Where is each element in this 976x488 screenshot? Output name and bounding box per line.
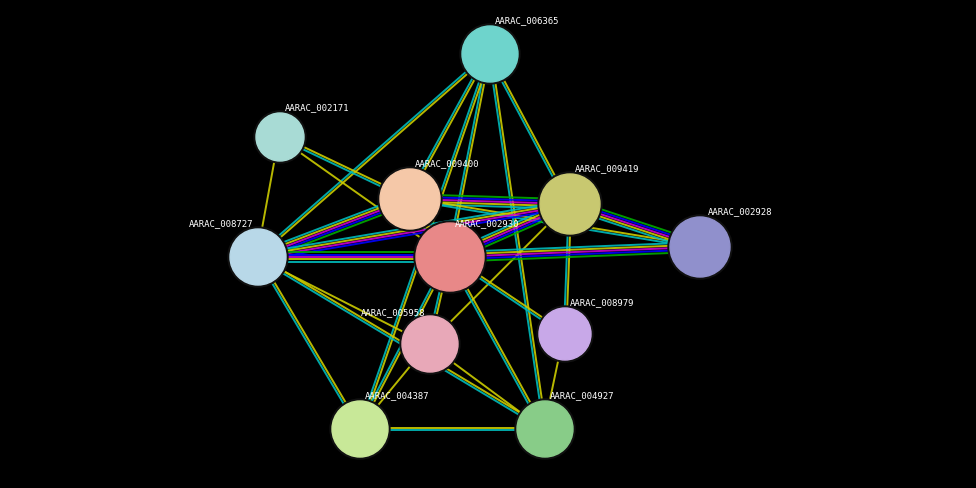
Circle shape bbox=[230, 229, 286, 285]
Circle shape bbox=[540, 175, 600, 235]
Circle shape bbox=[330, 399, 390, 459]
Circle shape bbox=[670, 218, 730, 278]
Circle shape bbox=[380, 170, 440, 229]
Circle shape bbox=[400, 314, 460, 374]
Circle shape bbox=[537, 306, 593, 362]
Circle shape bbox=[416, 224, 484, 291]
Circle shape bbox=[228, 227, 288, 287]
Text: AARAC_002930: AARAC_002930 bbox=[455, 219, 519, 228]
Text: AARAC_004927: AARAC_004927 bbox=[550, 391, 615, 400]
Text: AARAC_008727: AARAC_008727 bbox=[188, 219, 253, 228]
Circle shape bbox=[332, 401, 388, 457]
Text: AARAC_002171: AARAC_002171 bbox=[285, 103, 349, 112]
Text: AARAC_009419: AARAC_009419 bbox=[575, 164, 639, 173]
Circle shape bbox=[539, 308, 591, 360]
Circle shape bbox=[517, 401, 573, 457]
Circle shape bbox=[254, 112, 306, 163]
Text: AARAC_002928: AARAC_002928 bbox=[708, 207, 772, 216]
Text: AARAC_004387: AARAC_004387 bbox=[365, 391, 429, 400]
Text: AARAC_006365: AARAC_006365 bbox=[495, 17, 559, 25]
Circle shape bbox=[402, 316, 458, 372]
Circle shape bbox=[378, 168, 442, 231]
Circle shape bbox=[414, 222, 486, 293]
Text: AARAC_009400: AARAC_009400 bbox=[415, 159, 479, 168]
Circle shape bbox=[515, 399, 575, 459]
Text: AARAC_005958: AARAC_005958 bbox=[360, 308, 425, 317]
Circle shape bbox=[256, 114, 304, 162]
Text: AARAC_008979: AARAC_008979 bbox=[570, 298, 634, 307]
Circle shape bbox=[460, 25, 520, 85]
Circle shape bbox=[538, 173, 602, 237]
Circle shape bbox=[668, 216, 732, 280]
Circle shape bbox=[462, 27, 518, 83]
